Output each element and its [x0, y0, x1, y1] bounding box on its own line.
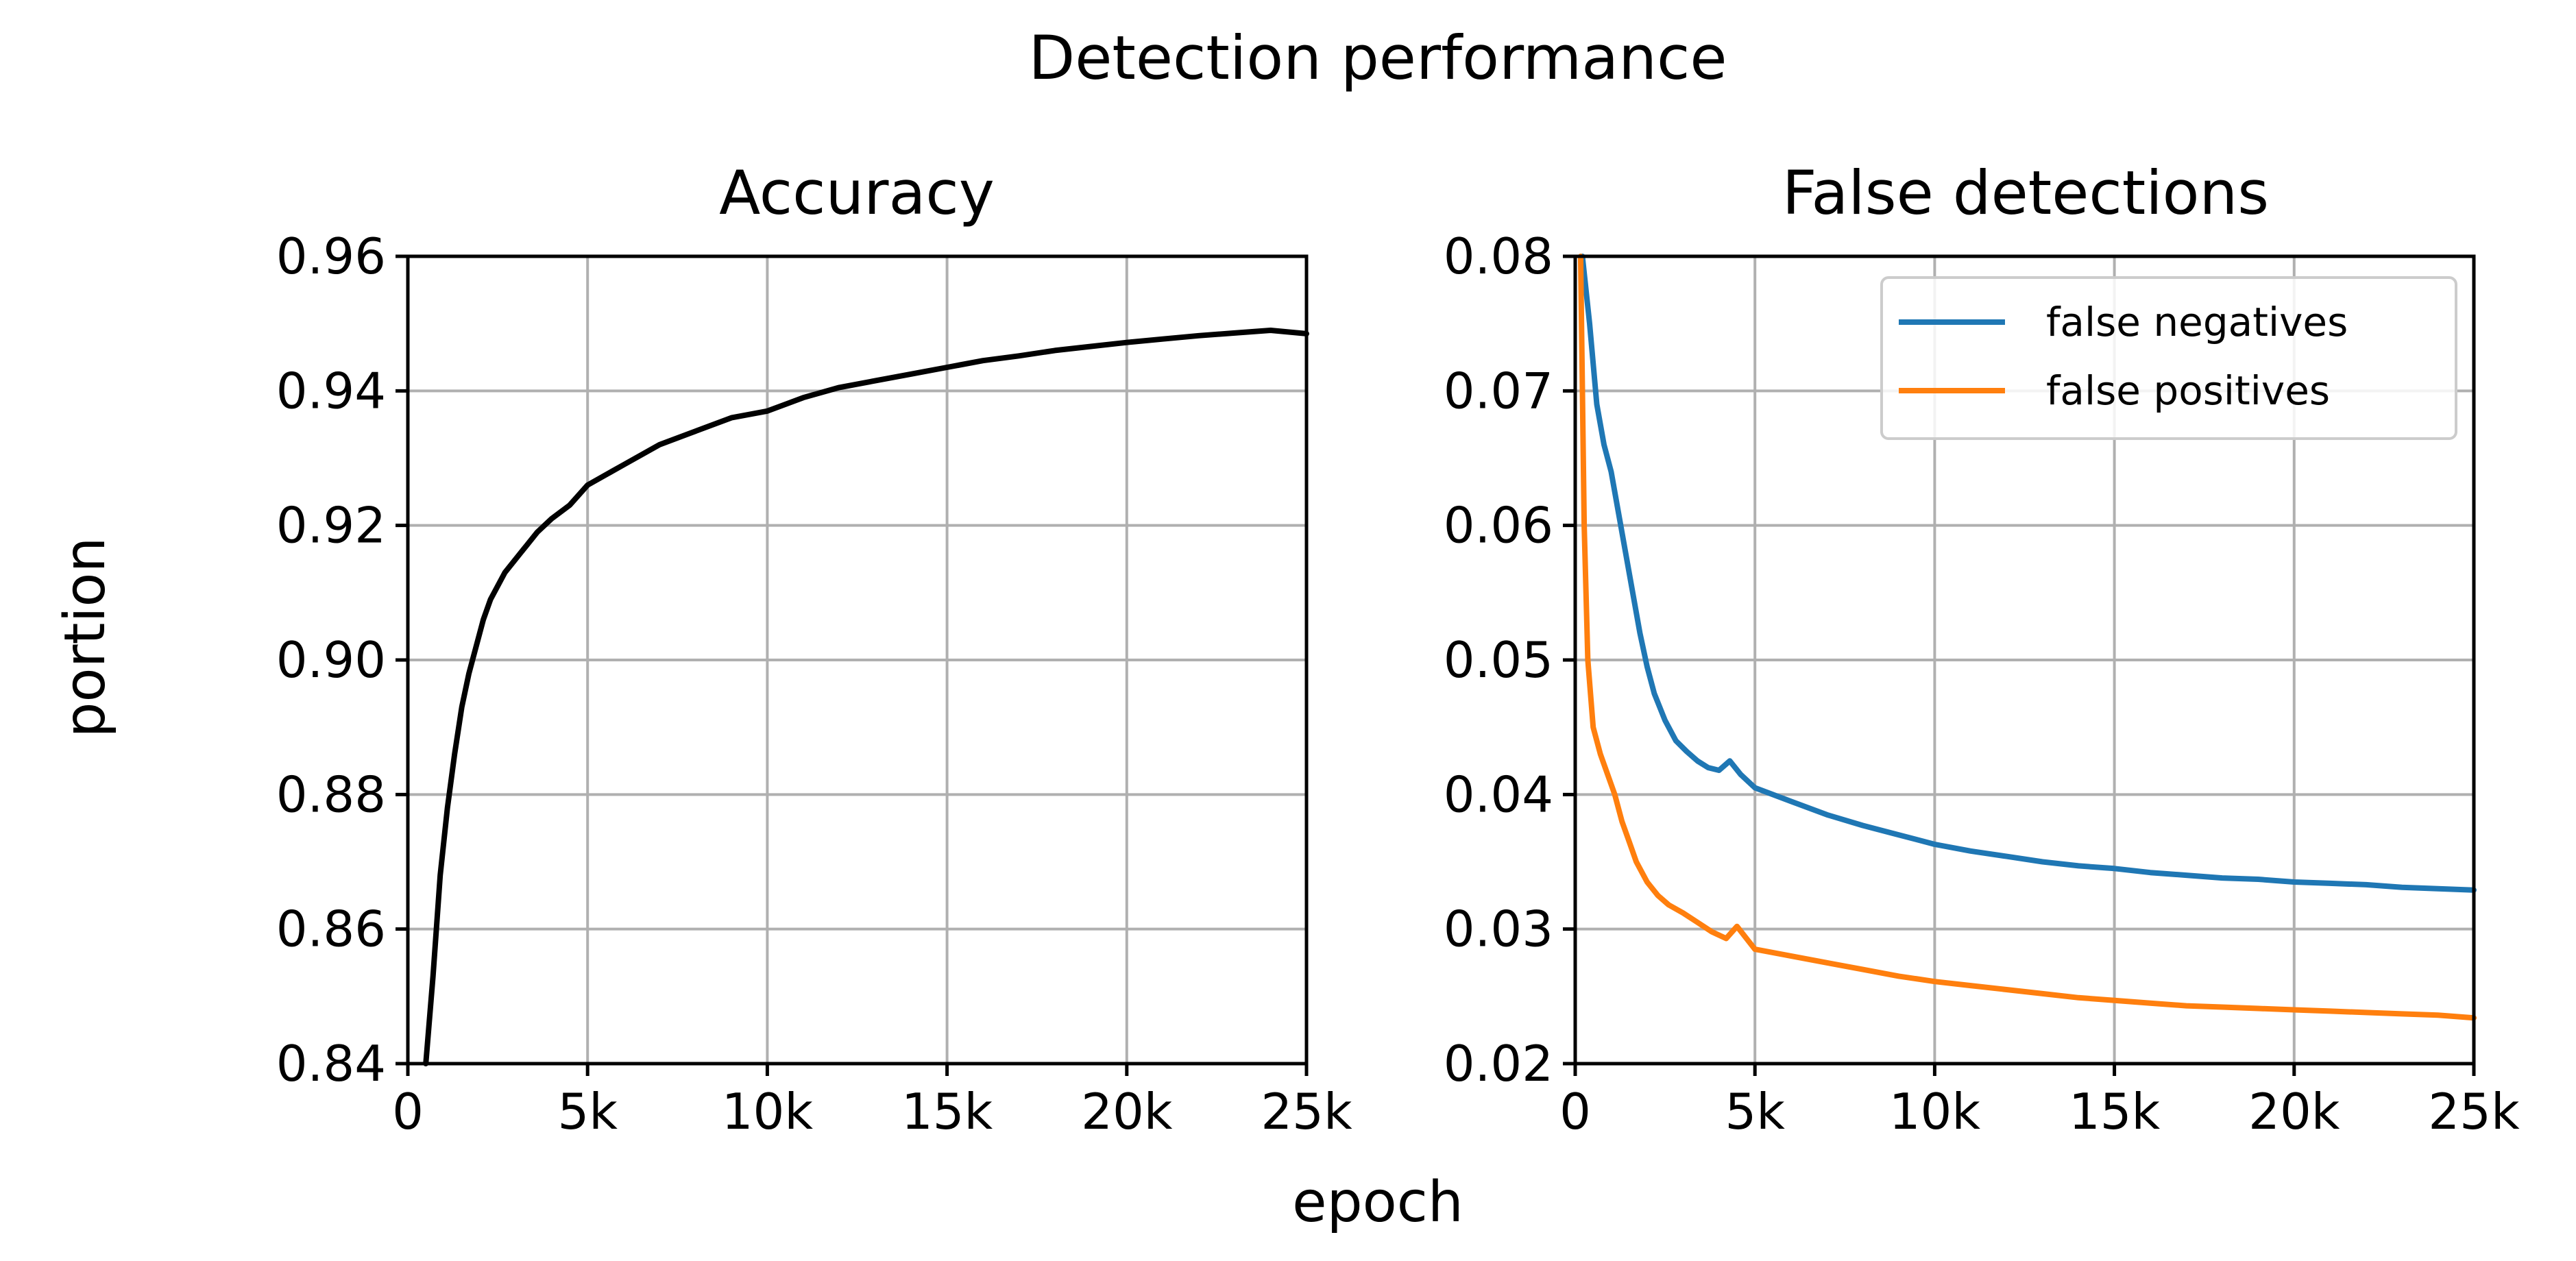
false-detections-ytick-label: 0.04: [1444, 766, 1553, 823]
legend-box: [1880, 276, 2457, 440]
false-detections-ytick-label: 0.03: [1444, 901, 1553, 958]
false-detections-xtick-label: 20k: [2248, 1083, 2340, 1140]
accuracy-xtick-label: 5k: [557, 1083, 618, 1140]
false-detections-series-layer: [1577, 254, 2477, 1021]
false-detections-title: False detections: [1782, 158, 2269, 228]
accuracy-xtick-label: 25k: [1261, 1083, 1352, 1140]
accuracy-title: Accuracy: [719, 158, 995, 228]
false-detections-series-false-positives: [1577, 254, 2477, 1021]
accuracy-ytick-label: 0.88: [276, 766, 386, 823]
false-detections-ytick-label: 0.06: [1444, 497, 1553, 554]
accuracy-ytick-label: 0.92: [276, 497, 386, 554]
false-detections-xtick-label: 10k: [1889, 1083, 1981, 1140]
false-detections-panel: False detections 0 5k 10k 15k 20k 25k 0.02 0.03…: [1444, 158, 2520, 1140]
false-detections-xtick-label: 15k: [2069, 1083, 2161, 1140]
false-detections-ticks: 0 5k 10k 15k 20k 25k 0.02 0.03 0.04 0.05 0.06 0.07 0…: [1444, 228, 2520, 1140]
legend-label-false-negatives: false negatives: [2046, 299, 2348, 345]
accuracy-series-layer: [423, 328, 1309, 1066]
figure-xlabel: epoch: [1292, 1170, 1463, 1235]
accuracy-ytick-label: 0.94: [276, 362, 386, 419]
false-detections-ytick-label: 0.07: [1444, 362, 1553, 419]
figure-ylabel: portion: [53, 537, 118, 737]
accuracy-xtick-label: 10k: [722, 1083, 814, 1140]
false-detections-xtick-label: 25k: [2428, 1083, 2520, 1140]
accuracy-ytick-label: 0.86: [276, 901, 386, 958]
legend-label-false-positives: false positives: [2046, 367, 2330, 414]
false-detections-xtick-label: 0: [1559, 1083, 1591, 1140]
accuracy-ytick-label: 0.96: [276, 228, 386, 285]
legend: false negatives false positives: [1880, 276, 2457, 440]
accuracy-ytick-label: 0.84: [276, 1035, 386, 1092]
false-detections-series-false-negatives: [1579, 254, 2477, 893]
accuracy-xtick-label: 0: [392, 1083, 424, 1140]
accuracy-xtick-label: 15k: [901, 1083, 993, 1140]
figure-title: Detection performance: [1028, 23, 1727, 93]
accuracy-series-accuracy: [423, 328, 1309, 1066]
accuracy-panel: Accuracy 0 5k 10k 15k 20k 25k 0.84 0.86 0.88 0.90…: [276, 158, 1352, 1140]
accuracy-ticks: 0 5k 10k 15k 20k 25k 0.84 0.86 0.88 0.90 0.92 0.94 0…: [276, 228, 1352, 1140]
false-detections-ytick-label: 0.02: [1444, 1035, 1553, 1092]
accuracy-ytick-label: 0.90: [276, 631, 386, 689]
false-detections-ytick-label: 0.08: [1444, 228, 1553, 285]
false-detections-ytick-label: 0.05: [1444, 631, 1553, 689]
false-detections-xtick-label: 5k: [1725, 1083, 1785, 1140]
accuracy-xtick-label: 20k: [1081, 1083, 1173, 1140]
